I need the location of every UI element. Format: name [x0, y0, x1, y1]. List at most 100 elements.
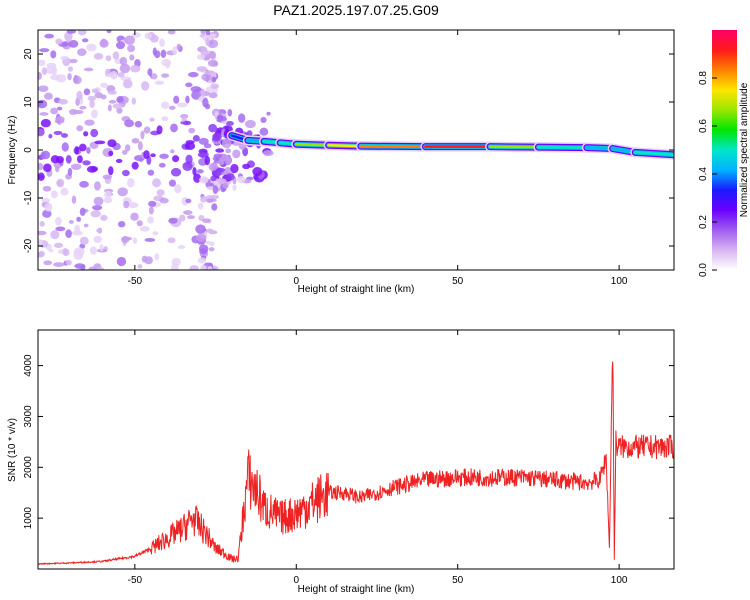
spectrogram-noise-blob [90, 128, 99, 138]
spectrogram-noise-blob [94, 140, 106, 145]
spectrogram-noise-blob [38, 72, 42, 80]
spectrogram-noise-blob [232, 149, 241, 159]
spectrogram-noise-blob [266, 111, 271, 116]
spectrogram-noise-blob [83, 67, 94, 72]
spectrogram-noise-blob [128, 202, 139, 209]
spectrogram-noise-blob [131, 161, 139, 170]
spectrogram-noise-blob [159, 153, 169, 159]
spectrogram-noise-blob [92, 205, 103, 211]
spectrogram-noise-blob [97, 267, 105, 270]
spectrogram-noise-blob [83, 88, 91, 96]
spectrogram-noise-blob [116, 107, 123, 114]
spectrogram-noise-blob [121, 169, 130, 177]
spectrogram-noise-blob [198, 137, 209, 145]
y-tick-label: -10 [23, 190, 34, 205]
spectrogram-noise-blob [41, 67, 47, 76]
y-tick-label: 20 [23, 48, 34, 60]
spectrogram-noise-blob [143, 150, 150, 160]
spectrogram-noise-blob [61, 133, 68, 138]
spectrogram-noise-blob [42, 209, 52, 218]
snr-x-axis-label: Height of straight line (km) [298, 584, 415, 595]
spectrogram-noise-blob [170, 149, 175, 154]
x-tick-label: -50 [128, 276, 143, 287]
spectrogram-noise-blob [159, 38, 165, 48]
spectrogram-noise-blob [210, 175, 217, 182]
spectrogram-noise-blob [173, 95, 180, 104]
spectrogram-noise-blob [76, 216, 81, 222]
spectrogram-noise-blob [199, 176, 209, 184]
spectrogram-noise-blob [58, 98, 69, 105]
spectrogram-noise-blob [123, 79, 133, 89]
spectrogram-noise-blob [108, 99, 117, 104]
spectrogram-noise-blob [105, 55, 112, 62]
spectrogram-noise-blob [117, 187, 128, 197]
spectrogram-noise-blob [200, 264, 207, 270]
spectrogram-noise-blob [43, 163, 52, 173]
x-tick-label: 100 [611, 276, 628, 287]
spectrogram-noise-blob [94, 92, 103, 99]
spectrogram-noise-blob [131, 32, 141, 38]
spectrogram-noise-blob [61, 142, 69, 152]
spectrogram-noise-blob [100, 214, 108, 221]
x-tick-label: -50 [128, 575, 143, 586]
spectrogram-noise-blob [208, 123, 218, 133]
spectrogram-noise-blob [89, 99, 95, 109]
spectrogram-noise-blob [203, 143, 212, 149]
spectrogram-noise-blob [129, 54, 135, 61]
spectrogram-noise-blob [224, 155, 232, 166]
spectrogram-noise-blob [44, 92, 53, 100]
spectrogram-noise-blob [144, 32, 152, 40]
spectrogram-noise-blob [66, 30, 76, 34]
spectrogram-noise-blob [108, 166, 114, 176]
spectrogram-ridge-core [327, 143, 363, 148]
spectrogram-noise-blob [130, 212, 139, 221]
spectrogram-noise-blob [192, 167, 197, 176]
spectrogram-noise-blob [56, 178, 65, 188]
spectrogram-noise-blob [160, 49, 167, 59]
spectrogram-noise-blob [44, 202, 53, 212]
spectrogram-noise-blob [183, 210, 193, 215]
spectrogram-noise-blob [118, 220, 126, 228]
spectrogram-marks [38, 30, 674, 270]
spectrogram-noise-blob [185, 82, 193, 88]
spectrogram-noise-blob [215, 167, 226, 173]
spectrogram-noise-blob [196, 169, 204, 174]
spectrogram-noise-blob [182, 161, 193, 171]
spectrogram-noise-blob [93, 235, 102, 244]
spectrogram-noise-blob [53, 262, 65, 267]
spectrogram-noise-blob [78, 143, 87, 152]
spectrogram-noise-blob [65, 259, 72, 266]
spectrogram-noise-blob [81, 38, 89, 43]
spectrogram-noise-blob [65, 154, 72, 164]
spectrogram-noise-blob [83, 131, 89, 137]
spectrogram-noise-blob [86, 43, 97, 52]
colorbar-tick-label: 0.0 [698, 263, 709, 277]
spectrogram-noise-blob [79, 207, 86, 216]
spectrogram-noise-blob [91, 88, 99, 94]
spectrogram-noise-blob [161, 73, 170, 78]
spectrogram-noise-blob [106, 30, 112, 34]
spectrogram-noise-blob [179, 214, 186, 222]
spectrogram-noise-blob [197, 202, 204, 210]
spectrogram-noise-blob [207, 39, 219, 49]
colorbar-scale [712, 30, 737, 270]
spectrogram-noise-blob [74, 224, 81, 235]
spectrogram-noise-blob [168, 217, 178, 224]
colorbar: 0.0 0.2 0.4 0.6 0.8 Normalized spectral ampl… [698, 30, 750, 277]
spectrogram-noise-blob [206, 198, 214, 204]
spectrogram-noise-blob [39, 112, 49, 116]
spectrogram-noise-blob [143, 126, 151, 134]
spectrogram-noise-blob [127, 44, 136, 53]
spectrogram-noise-blob [74, 146, 80, 155]
spectrogram-noise-blob [156, 125, 163, 135]
spectrogram-x-ticks: -50 0 50 100 [128, 30, 628, 287]
spectrogram-noise-blob [230, 164, 239, 172]
spectrogram-panel: -50 0 50 100 -20 -10 0 10 20 Height of straight… [7, 29, 675, 295]
spectrogram-noise-blob [38, 128, 45, 137]
spectrogram-noise-blob [53, 130, 63, 136]
spectrogram-noise-blob [202, 97, 209, 108]
spectrogram-noise-blob [196, 66, 208, 72]
colorbar-tick-label: 0.2 [698, 215, 709, 229]
spectrogram-noise-blob [159, 197, 169, 204]
spectrogram-noise-blob [208, 92, 218, 99]
